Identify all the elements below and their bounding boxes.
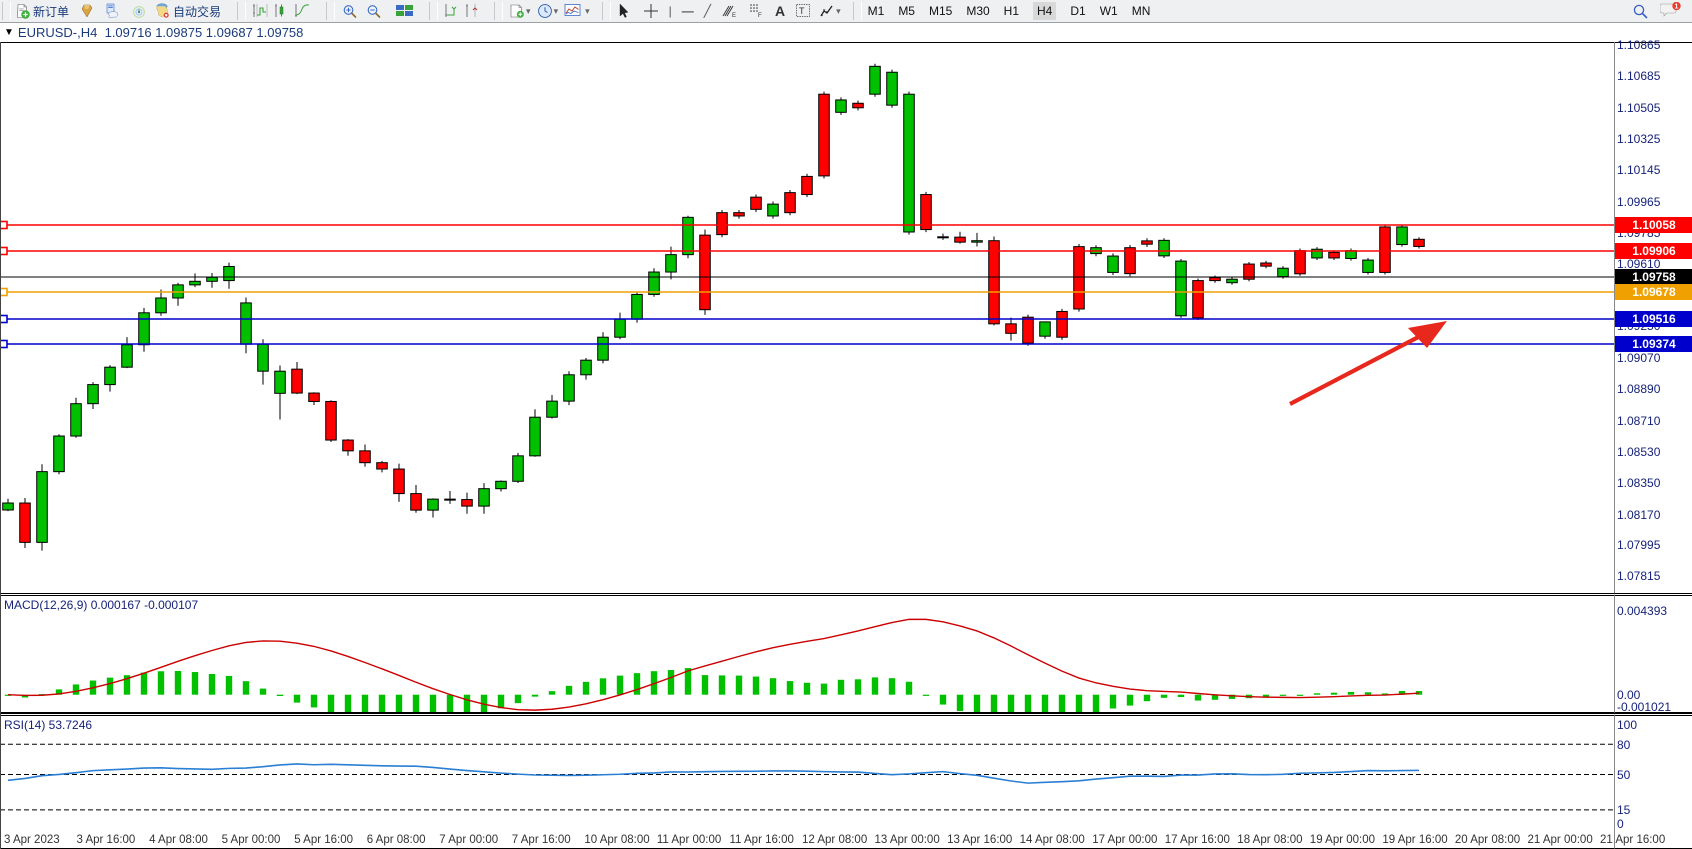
svg-text:1: 1	[1675, 4, 1679, 11]
svg-text:E: E	[732, 13, 736, 19]
svg-text:F: F	[758, 13, 762, 19]
svg-text:T: T	[799, 6, 805, 16]
